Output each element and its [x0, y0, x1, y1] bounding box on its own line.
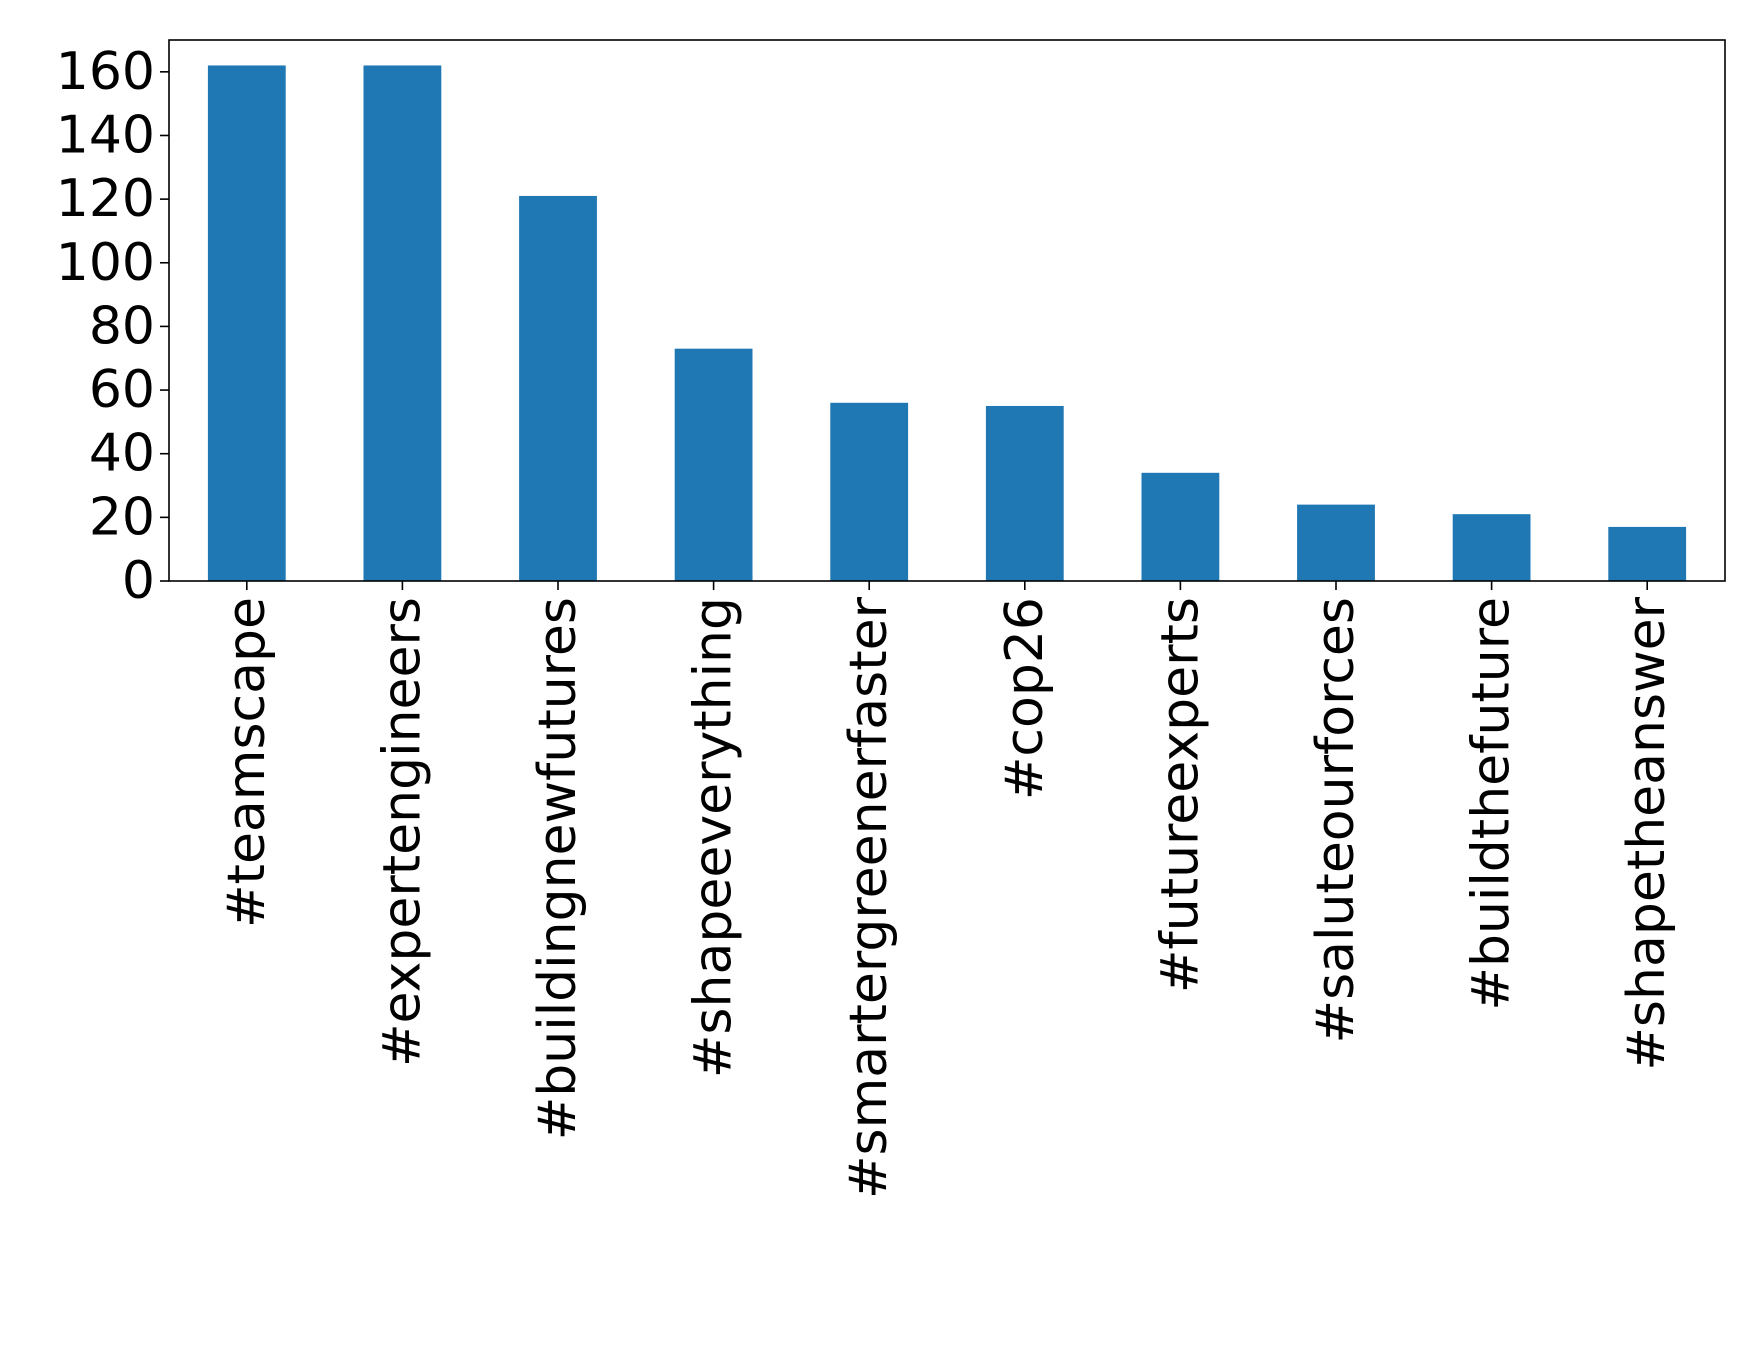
bar-3	[674, 348, 753, 581]
y-tick-label-0: 0	[122, 551, 155, 611]
bar-6	[1141, 472, 1220, 581]
bar-1	[363, 65, 442, 582]
x-tick-label-9: #shapetheanswer	[1617, 596, 1677, 1070]
plot-frame	[168, 39, 1726, 582]
x-tick-label-5: #cop26	[995, 597, 1055, 800]
bar-0	[207, 65, 286, 582]
x-tick-label-2: #buildingnewfutures	[528, 597, 588, 1140]
x-tick-label-6: #futureexperts	[1150, 597, 1210, 993]
y-tick-label-4: 80	[89, 296, 155, 356]
y-tick-label-7: 140	[56, 105, 155, 165]
bar-9	[1608, 526, 1687, 581]
x-tick-label-8: #buildthefuture	[1462, 597, 1522, 1011]
x-tick-label-0: #teamscape	[217, 597, 277, 928]
bar-2	[519, 195, 597, 581]
bar-7	[1297, 504, 1375, 581]
bars	[207, 65, 1687, 582]
y-tick-label-8: 160	[56, 42, 155, 102]
x-axis: #teamscape #expertengineers #buildingnewfu…	[217, 581, 1677, 1199]
y-tick-label-1: 20	[89, 487, 155, 547]
x-tick-label-1: #expertengineers	[372, 597, 432, 1067]
bar-4	[830, 402, 909, 581]
y-tick-label-6: 120	[56, 169, 155, 229]
y-tick-label-3: 60	[89, 360, 155, 420]
y-tick-label-2: 40	[89, 424, 155, 484]
x-tick-label-7: #saluteourforces	[1306, 597, 1366, 1044]
y-tick-label-5: 100	[56, 233, 155, 293]
bar-8	[1452, 514, 1531, 581]
x-tick-label-3: #shapeeverything	[684, 597, 744, 1078]
bar-5	[985, 405, 1064, 581]
x-tick-label-4: #smartergreenerfaster	[839, 596, 899, 1199]
